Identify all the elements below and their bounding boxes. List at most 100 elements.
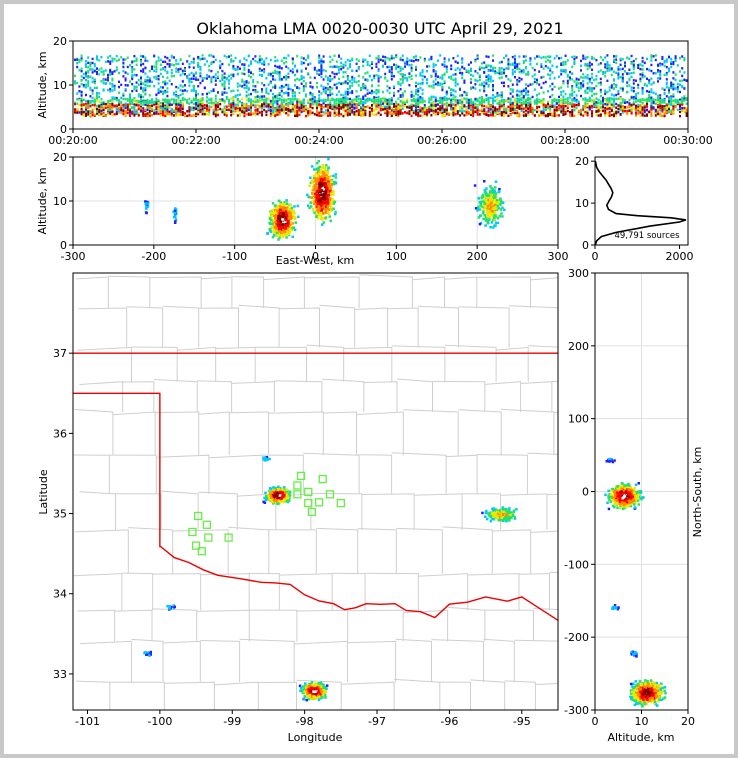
time-altitude-source <box>575 85 578 88</box>
time-altitude-source <box>382 108 384 111</box>
time-altitude-source <box>327 106 329 110</box>
time-altitude-source <box>289 87 292 91</box>
time-altitude-source <box>654 102 657 105</box>
time-altitude-source <box>87 100 90 103</box>
time-altitude-source <box>646 84 648 87</box>
time-altitude-source <box>415 113 417 116</box>
time-altitude-source <box>613 58 615 61</box>
time-altitude-source <box>318 90 321 93</box>
time-altitude-source <box>430 114 433 117</box>
time-altitude-source <box>672 109 675 112</box>
time-altitude-source <box>395 112 398 115</box>
time-altitude-source <box>459 101 461 104</box>
time-altitude-source <box>272 109 274 113</box>
time-altitude-source <box>118 99 120 102</box>
time-altitude-source <box>296 103 299 106</box>
time-altitude-source <box>415 89 417 92</box>
time-altitude-source <box>566 75 569 78</box>
time-altitude-source <box>500 106 503 109</box>
time-altitude-source <box>551 94 554 97</box>
time-altitude-source <box>536 98 538 101</box>
time-altitude-source <box>217 91 219 94</box>
time-altitude-source <box>410 69 413 72</box>
time-altitude-source <box>197 78 200 81</box>
time-altitude-source <box>131 75 134 78</box>
time-altitude-source <box>555 65 558 68</box>
time-altitude-source <box>192 74 195 78</box>
time-altitude-source <box>452 89 455 92</box>
time-altitude-source <box>173 102 175 105</box>
time-altitude-source <box>210 102 213 105</box>
time-altitude-source <box>181 85 184 88</box>
time-altitude-source <box>89 67 92 71</box>
time-altitude-source <box>195 96 197 99</box>
time-altitude-source <box>256 90 259 94</box>
time-altitude-source <box>344 81 347 85</box>
time-altitude-source <box>89 114 92 117</box>
time-altitude-source <box>540 113 543 116</box>
time-altitude-source <box>628 57 631 61</box>
time-altitude-source <box>681 103 684 106</box>
time-altitude-source <box>608 114 611 117</box>
time-altitude-source <box>441 109 444 112</box>
time-altitude-source <box>397 71 400 74</box>
time-altitude-source <box>606 60 609 64</box>
time-altitude-source <box>417 111 420 114</box>
time-altitude-source <box>593 100 596 104</box>
time-altitude-source <box>309 81 312 84</box>
time-altitude-source <box>478 66 481 69</box>
time-altitude-source <box>599 100 602 103</box>
time-altitude-source <box>401 112 404 115</box>
time-altitude-source <box>641 87 644 90</box>
time-altitude-source <box>353 106 356 109</box>
time-altitude-source <box>562 110 565 113</box>
time-altitude-source <box>313 103 316 106</box>
time-altitude-source <box>313 66 316 70</box>
time-altitude-source <box>379 100 382 103</box>
time-altitude-source <box>289 109 292 112</box>
time-altitude-source <box>265 89 268 92</box>
time-altitude-source <box>670 103 673 107</box>
time-altitude-source <box>287 72 290 75</box>
time-altitude-source <box>628 84 631 87</box>
time-altitude-source <box>109 70 112 73</box>
time-altitude-source <box>357 74 360 78</box>
time-altitude-source <box>333 101 336 104</box>
time-altitude-source <box>214 110 217 114</box>
time-altitude-source <box>217 105 219 108</box>
time-altitude-source <box>606 100 609 103</box>
time-altitude-source <box>283 105 285 109</box>
time-altitude-source <box>177 62 180 66</box>
time-altitude-source <box>349 113 351 116</box>
time-altitude-source <box>335 99 338 102</box>
time-altitude-source <box>135 74 138 77</box>
time-altitude-source <box>232 64 235 68</box>
time-altitude-source <box>144 72 147 75</box>
time-altitude-source <box>115 54 118 58</box>
time-altitude-source <box>162 107 164 111</box>
time-altitude-source <box>419 56 422 59</box>
time-altitude-source <box>74 102 76 106</box>
time-altitude-source <box>632 103 635 106</box>
time-altitude-source <box>643 106 646 109</box>
time-altitude-source <box>386 107 389 110</box>
time-altitude-source <box>624 110 626 113</box>
time-altitude-source <box>333 109 336 112</box>
time-altitude-source <box>441 63 444 66</box>
time-altitude-source <box>384 59 387 62</box>
time-altitude-source <box>78 103 81 107</box>
time-altitude-source <box>639 67 642 71</box>
time-altitude-source <box>417 82 420 86</box>
time-altitude-source <box>243 72 246 76</box>
time-altitude-source <box>76 111 79 114</box>
time-altitude-source <box>122 63 125 66</box>
time-altitude-source <box>562 63 565 66</box>
time-altitude-source <box>272 102 274 105</box>
time-altitude-source <box>357 111 360 114</box>
time-altitude-source <box>201 57 204 60</box>
time-altitude-source <box>676 64 679 67</box>
time-altitude-source <box>593 78 596 82</box>
time-altitude-source <box>89 64 92 68</box>
time-altitude-source <box>85 110 87 113</box>
time-altitude-source <box>637 107 640 110</box>
